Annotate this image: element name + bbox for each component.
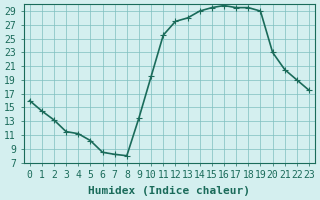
X-axis label: Humidex (Indice chaleur): Humidex (Indice chaleur) [88, 186, 250, 196]
